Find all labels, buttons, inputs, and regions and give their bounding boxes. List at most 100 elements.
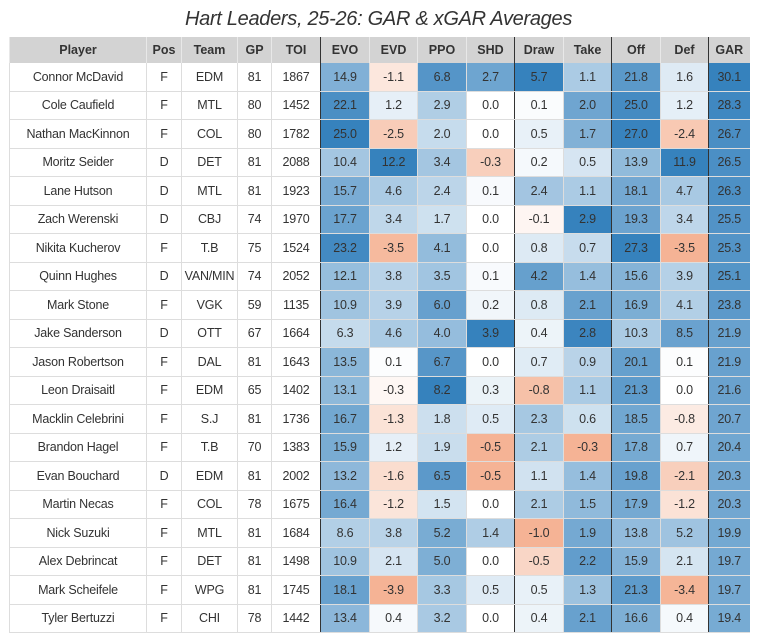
cell-gp: 70 <box>237 433 272 462</box>
cell-pos: F <box>146 63 182 92</box>
column-header-team[interactable]: Team <box>181 37 238 63</box>
cell-evd: 1.2 <box>369 433 418 462</box>
cell-off: 16.6 <box>611 604 661 633</box>
cell-team: COL <box>181 490 238 519</box>
leaders-table: Player Pos Team GP TOI EVO EVD PPO SHD Draw Take Of… <box>9 37 750 633</box>
cell-toi: 1452 <box>271 91 321 120</box>
cell-take: 0.7 <box>563 233 612 263</box>
cell-ppo: 4.0 <box>417 319 467 348</box>
table-row: Brandon Hagel F T.B 70 1383 15.9 1.2 1.9 -0.5 2.1… <box>9 433 750 462</box>
cell-draw: 2.1 <box>514 433 564 462</box>
cell-evo: 10.9 <box>320 547 370 576</box>
cell-take: 1.4 <box>563 262 612 291</box>
column-header-gar[interactable]: GAR <box>708 37 750 63</box>
cell-player: Connor McDavid <box>9 63 147 92</box>
cell-evo: 6.3 <box>320 319 370 348</box>
column-header-pos[interactable]: Pos <box>146 37 182 63</box>
cell-team: T.B <box>181 233 238 263</box>
table-row: Martin Necas F COL 78 1675 16.4 -1.2 1.5 0.0 2.1 1… <box>9 490 750 519</box>
cell-gar: 30.1 <box>708 63 750 92</box>
cell-off: 21.3 <box>611 376 661 405</box>
cell-def: -3.5 <box>660 233 709 263</box>
cell-team: EDM <box>181 461 238 491</box>
cell-toi: 1970 <box>271 205 321 234</box>
cell-team: COL <box>181 119 238 149</box>
column-header-def[interactable]: Def <box>660 37 709 63</box>
cell-def: -2.4 <box>660 119 709 149</box>
cell-off: 10.3 <box>611 319 661 348</box>
cell-off: 21.8 <box>611 63 661 92</box>
table-title: Hart Leaders, 25-26: GAR & xGAR Averages <box>184 8 573 30</box>
cell-off: 15.9 <box>611 547 661 576</box>
cell-gp: 81 <box>237 63 272 92</box>
cell-toi: 1135 <box>271 290 321 320</box>
cell-off: 20.1 <box>611 347 661 377</box>
cell-shd: -0.5 <box>466 433 515 462</box>
cell-team: T.B <box>181 433 238 462</box>
cell-player: Quinn Hughes <box>9 262 147 291</box>
cell-gar: 20.3 <box>708 461 750 491</box>
cell-player: Alex Debrincat <box>9 547 147 576</box>
cell-pos: D <box>146 205 182 234</box>
cell-off: 25.0 <box>611 91 661 120</box>
column-header-player[interactable]: Player <box>9 37 147 63</box>
cell-draw: 1.1 <box>514 461 564 491</box>
cell-team: VAN/MIN <box>181 262 238 291</box>
cell-pos: D <box>146 176 182 206</box>
cell-team: VGK <box>181 290 238 320</box>
cell-take: 1.9 <box>563 518 612 548</box>
cell-team: DAL <box>181 347 238 377</box>
cell-ppo: 8.2 <box>417 376 467 405</box>
cell-ppo: 1.9 <box>417 433 467 462</box>
column-header-evd[interactable]: EVD <box>369 37 418 63</box>
cell-gp: 65 <box>237 376 272 405</box>
cell-def: 1.6 <box>660 63 709 92</box>
cell-off: 19.3 <box>611 205 661 234</box>
table-row: Evan Bouchard D EDM 81 2002 13.2 -1.6 6.5 -0.5 1.… <box>9 461 750 491</box>
cell-team: CBJ <box>181 205 238 234</box>
cell-toi: 2002 <box>271 461 321 491</box>
cell-gar: 21.6 <box>708 376 750 405</box>
column-header-ppo[interactable]: PPO <box>417 37 467 63</box>
cell-ppo: 6.5 <box>417 461 467 491</box>
cell-gar: 25.1 <box>708 262 750 291</box>
column-header-draw[interactable]: Draw <box>514 37 564 63</box>
cell-gp: 78 <box>237 604 272 633</box>
cell-gp: 75 <box>237 233 272 263</box>
cell-evd: -2.5 <box>369 119 418 149</box>
cell-def: 4.1 <box>660 290 709 320</box>
cell-player: Mark Stone <box>9 290 147 320</box>
cell-evd: -1.1 <box>369 63 418 92</box>
cell-def: 3.9 <box>660 262 709 291</box>
cell-player: Zach Werenski <box>9 205 147 234</box>
column-header-shd[interactable]: SHD <box>466 37 515 63</box>
table-row: Lane Hutson D MTL 81 1923 15.7 4.6 2.4 0.1 2.4 1.1… <box>9 176 750 206</box>
column-header-evo[interactable]: EVO <box>320 37 370 63</box>
cell-draw: -1.0 <box>514 518 564 548</box>
cell-toi: 1923 <box>271 176 321 206</box>
cell-ppo: 1.8 <box>417 404 467 434</box>
column-header-gp[interactable]: GP <box>237 37 272 63</box>
cell-draw: 0.5 <box>514 119 564 149</box>
cell-draw: 0.2 <box>514 148 564 177</box>
cell-pos: F <box>146 119 182 149</box>
cell-evo: 18.1 <box>320 575 370 605</box>
cell-take: 0.6 <box>563 404 612 434</box>
cell-pos: F <box>146 404 182 434</box>
table-row: Macklin Celebrini F S.J 81 1736 16.7 -1.3 1.8 0.… <box>9 404 750 434</box>
cell-gar: 23.8 <box>708 290 750 320</box>
cell-gar: 28.3 <box>708 91 750 120</box>
cell-take: 0.9 <box>563 347 612 377</box>
cell-take: 2.1 <box>563 604 612 633</box>
cell-off: 27.0 <box>611 119 661 149</box>
cell-ppo: 1.5 <box>417 490 467 519</box>
column-header-off[interactable]: Off <box>611 37 661 63</box>
table-row: Tyler Bertuzzi F CHI 78 1442 13.4 0.4 3.2 0.0 0.4… <box>9 604 750 633</box>
cell-evo: 17.7 <box>320 205 370 234</box>
cell-pos: F <box>146 604 182 633</box>
cell-off: 27.3 <box>611 233 661 263</box>
cell-gp: 81 <box>237 347 272 377</box>
column-header-take[interactable]: Take <box>563 37 612 63</box>
column-header-toi[interactable]: TOI <box>271 37 321 63</box>
cell-evd: 3.8 <box>369 262 418 291</box>
